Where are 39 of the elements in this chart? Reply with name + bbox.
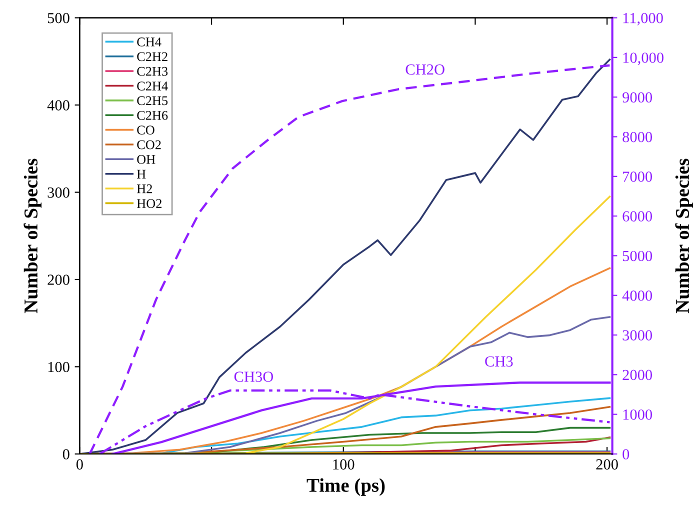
y2-tick-label: 5000 <box>622 250 652 262</box>
y2-tick-label: 1000 <box>623 409 652 420</box>
y2-tick-label: 8000 <box>622 132 652 142</box>
y2-tick-label: 9000 <box>622 92 652 103</box>
y2-tick-label: 6000 <box>622 211 652 222</box>
x-axis-title: Time (ps) <box>306 478 385 496</box>
legend-label: CO2 <box>137 140 161 150</box>
legend-label: OH <box>137 155 156 164</box>
x-tick-label: 100 <box>333 459 354 470</box>
legend-label: CO <box>137 126 154 135</box>
y2-tick-label: 4000 <box>622 290 652 301</box>
legend-label: HO2 <box>136 199 162 208</box>
y-tick-label: 200 <box>48 274 70 285</box>
legend-label: C2H6 <box>137 110 168 120</box>
y2-axis-title: Number of Species <box>675 158 693 314</box>
series-label: CH2O <box>406 64 444 75</box>
legend-label: C2H5 <box>137 96 168 106</box>
y-tick-label: 300 <box>48 187 70 198</box>
y2-tick-label: 10,000 <box>623 52 664 66</box>
legend-label: CH4 <box>137 38 162 46</box>
series-label: CH3 <box>485 356 513 367</box>
legend-label: C2H4 <box>137 82 168 90</box>
y-axis-title: Number of Species <box>24 158 42 314</box>
legend-label: H2 <box>136 184 152 194</box>
legend-label: H <box>136 170 146 178</box>
y2-tick-label: 7000 <box>623 172 652 182</box>
series-label: CH3O <box>234 372 274 382</box>
y2-tick-label: 2000 <box>622 370 652 380</box>
x-tick-label: 0 <box>76 459 83 470</box>
y-tick-label: 500 <box>48 12 70 24</box>
x-tick-label: 200 <box>596 459 618 470</box>
legend-label: C2H3 <box>137 66 168 76</box>
y-tick-label: 100 <box>48 362 70 372</box>
y2-tick-label: 11,000 <box>623 12 663 26</box>
y-tick-label: 400 <box>47 100 70 110</box>
y2-tick-label: 3000 <box>622 330 652 340</box>
y-tick-label: 0 <box>62 449 70 460</box>
legend-label: C2H2 <box>137 52 168 62</box>
y2-tick-label: 0 <box>622 449 630 460</box>
